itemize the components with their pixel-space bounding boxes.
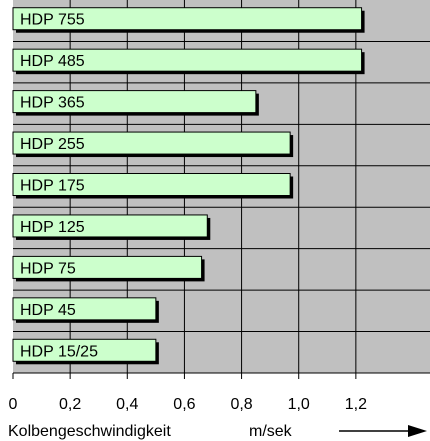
x-tick-label: 0,8 [230, 396, 252, 413]
bar-label: HDP 125 [20, 219, 85, 236]
bar [12, 131, 291, 155]
bar-label: HDP 485 [20, 53, 85, 70]
x-tick-label: 0,6 [173, 396, 195, 413]
bar-labels: HDP 755 HDP 485 HDP 365 HDP 255 HDP 175 HDP 1… [20, 12, 98, 361]
bar [12, 90, 257, 114]
bar-label: HDP 365 [20, 95, 85, 112]
bar [12, 7, 363, 31]
x-axis-ticks [12, 373, 357, 379]
x-tick-label: 0,4 [116, 396, 138, 413]
arrow-right-icon [339, 425, 427, 437]
bar [12, 214, 208, 238]
bar-label: HDP 45 [20, 302, 76, 319]
x-axis-title: Kolbengeschwindigkeit [8, 423, 171, 440]
x-tick-label: 1,0 [288, 396, 310, 413]
x-axis-tick-labels: 0 0,2 0,4 0,6 0,8 1,0 1,2 [9, 396, 368, 413]
bar-label: HDP 255 [20, 136, 85, 153]
bar [12, 255, 203, 279]
bar-label: HDP 75 [20, 260, 76, 277]
bar [12, 48, 363, 72]
x-tick-label: 1,2 [345, 396, 367, 413]
bar-label: HDP 175 [20, 178, 85, 195]
x-tick-label: 0,2 [59, 396, 81, 413]
bars [12, 7, 365, 365]
bar [12, 297, 157, 321]
x-axis-unit: m/sek [249, 423, 293, 440]
bar [12, 338, 157, 362]
x-tick-label: 0 [9, 396, 18, 413]
bar [12, 173, 291, 196]
bar-label: HDP 15/25 [20, 343, 98, 360]
bar-label: HDP 755 [20, 12, 85, 29]
